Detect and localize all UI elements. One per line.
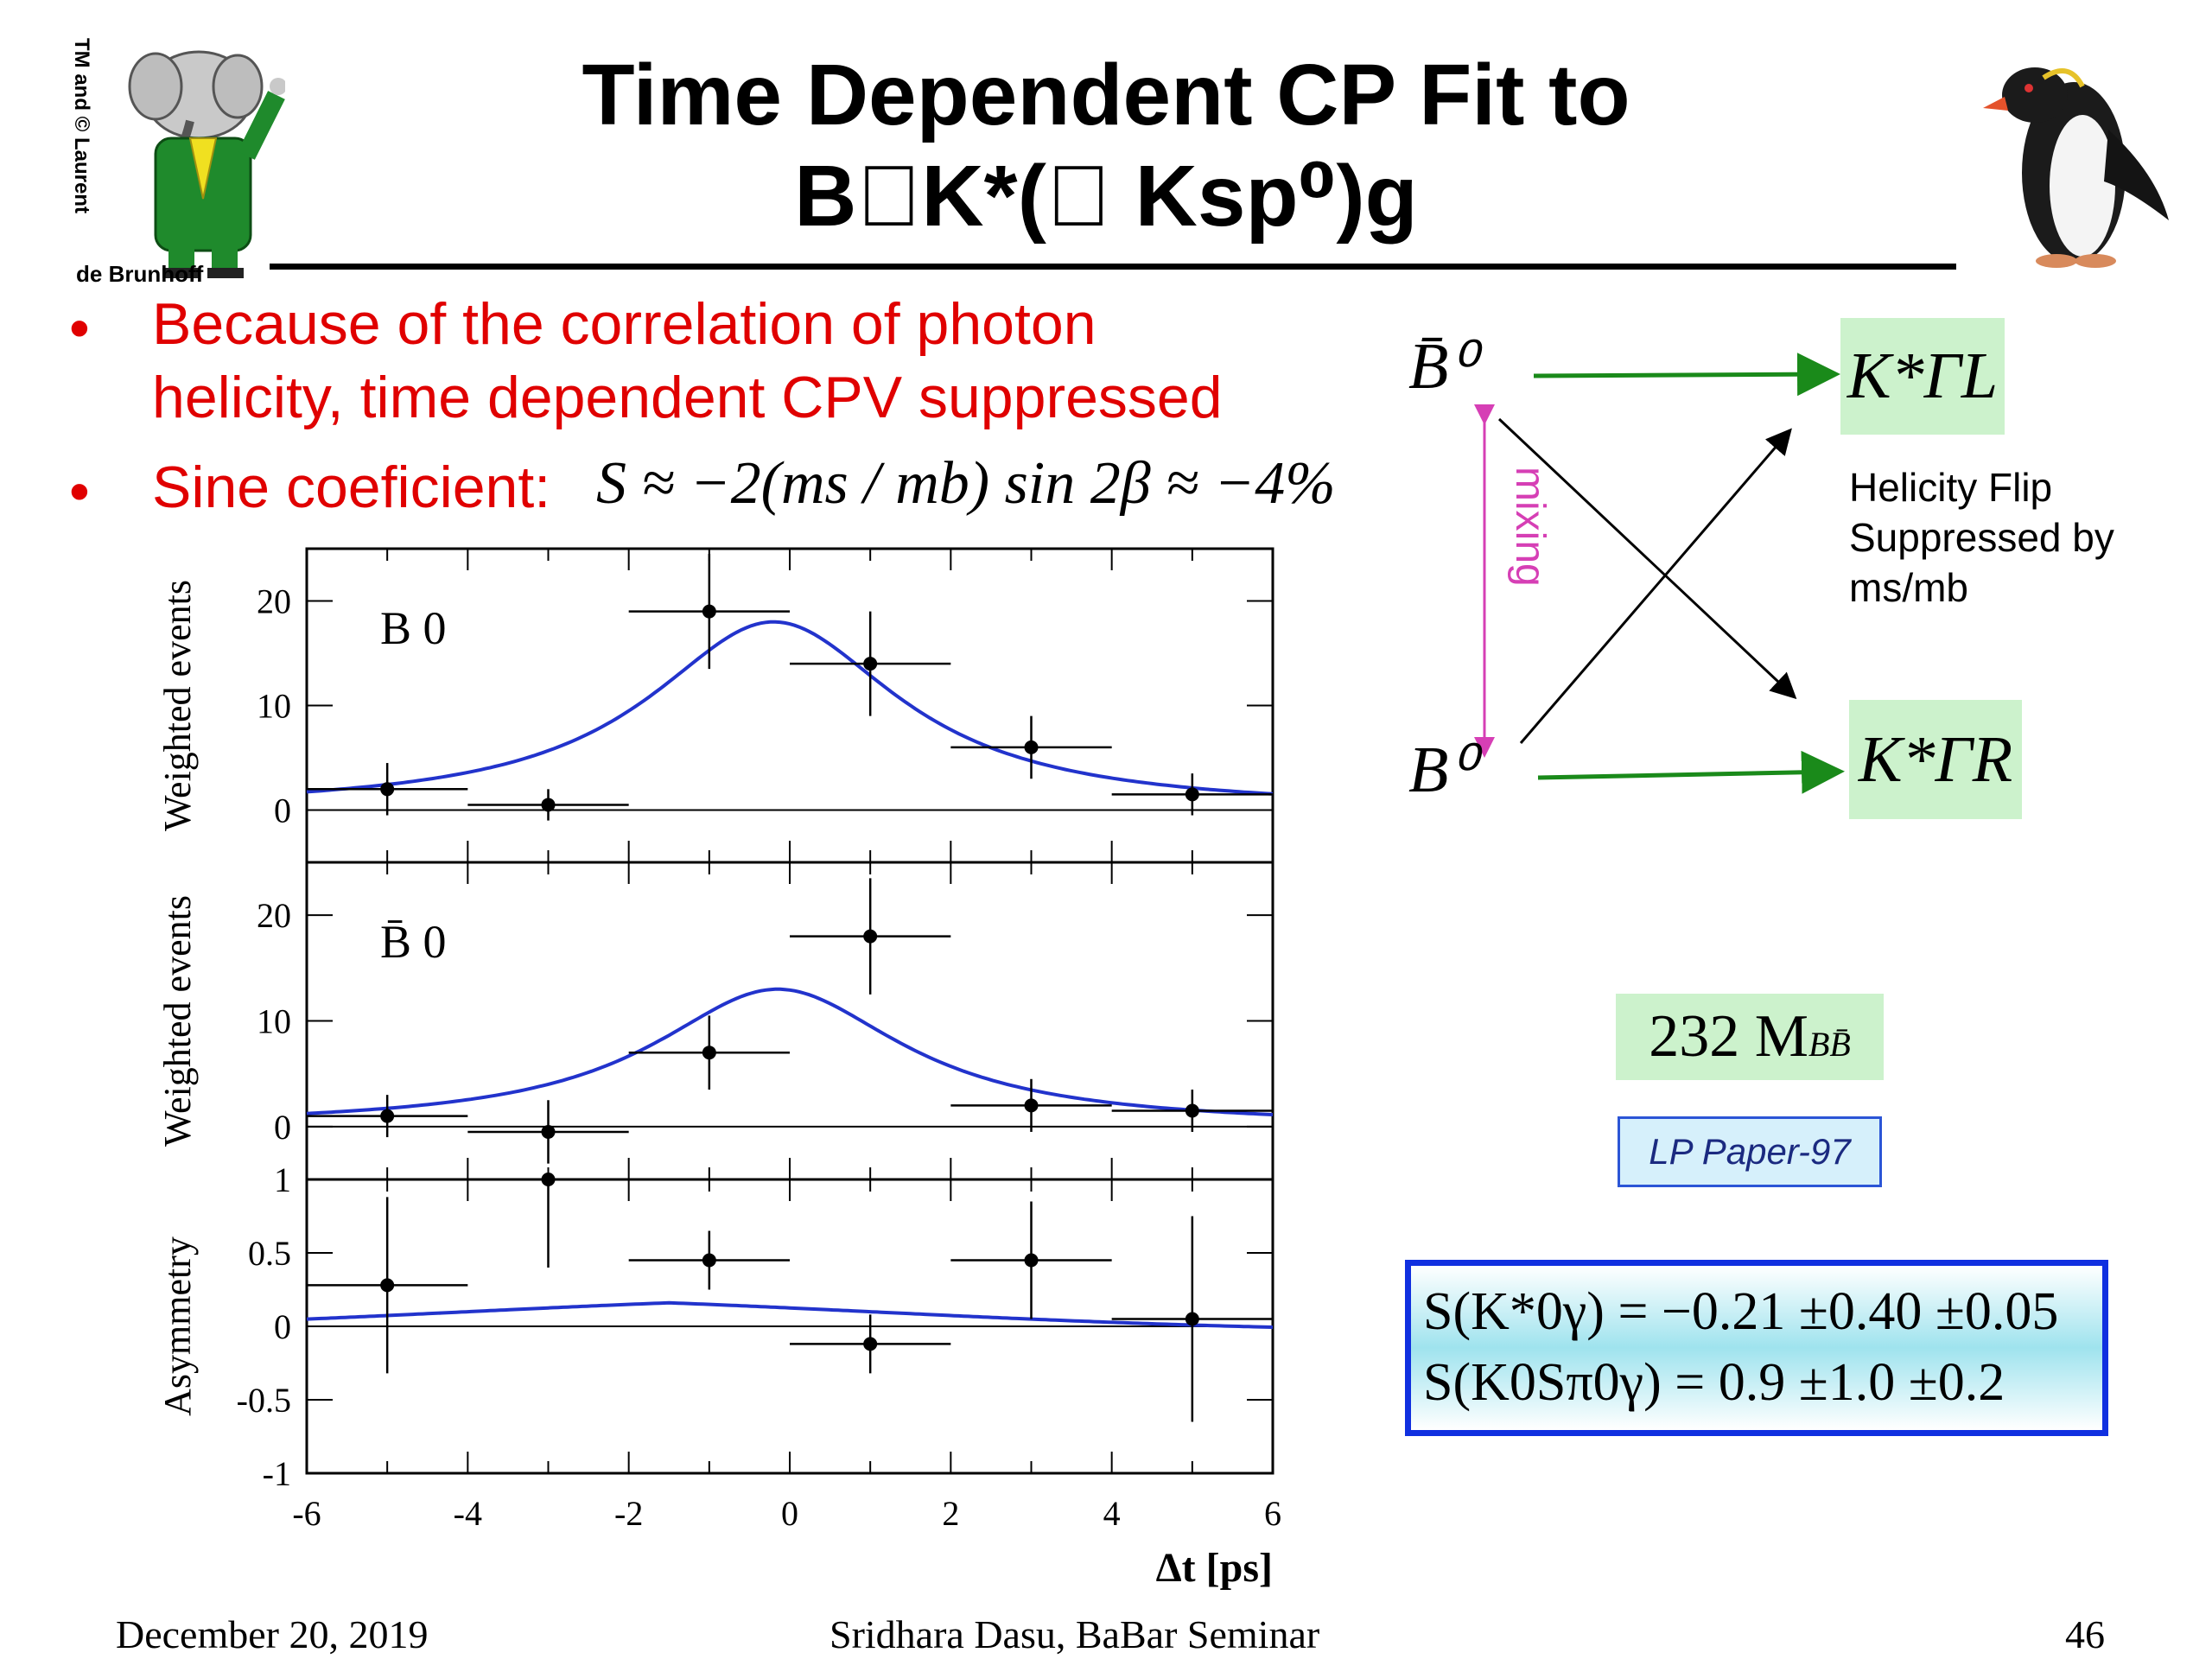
sine-coefficient-formula: S ≈ −2(ms / mb) sin 2β ≈ −4% bbox=[596, 450, 1336, 517]
data-point bbox=[1185, 1103, 1199, 1118]
data-point bbox=[863, 929, 878, 944]
y-tick-label: 10 bbox=[257, 1002, 291, 1041]
y-axis-label: Asymmetry bbox=[156, 1236, 199, 1416]
data-point bbox=[380, 1278, 395, 1293]
fit-curve-asymmetry bbox=[306, 1300, 1274, 1329]
logo-caption-bottom: de Brunhoff bbox=[76, 261, 204, 287]
kstar-gamma-right: K*ΓR bbox=[1858, 723, 2013, 796]
kstar-gamma-left-box: K*ΓL bbox=[1840, 318, 2005, 435]
panel-label-B0: B 0 bbox=[380, 602, 447, 654]
result-line-2: S(K0Sπ0γ) = 0.9 ±1.0 ±0.2 bbox=[1423, 1353, 2005, 1412]
data-point bbox=[541, 1173, 556, 1186]
y-tick-label: 0.5 bbox=[248, 1234, 291, 1273]
footer-page-number: 46 bbox=[2065, 1612, 2105, 1656]
plot-frame-B0bar bbox=[305, 861, 1274, 1181]
cross-arrow-up bbox=[1519, 428, 1792, 744]
title-divider bbox=[270, 264, 1956, 270]
helicity-mixing-diagram bbox=[1474, 353, 1845, 794]
x-tick-label: -4 bbox=[454, 1494, 482, 1533]
data-point bbox=[541, 798, 556, 812]
x-tick-label: 0 bbox=[781, 1494, 798, 1533]
slide-title-line1: Time Dependent CP Fit to bbox=[582, 47, 1630, 143]
babar-logo bbox=[60, 26, 287, 285]
cross-arrow-down bbox=[1497, 417, 1797, 700]
luminosity-subscript: BB̄ bbox=[1808, 1025, 1851, 1064]
y-axis-label: Weighted events bbox=[156, 580, 199, 831]
x-axis-label: Δt [ps] bbox=[1156, 1545, 1273, 1591]
bbar0-label: B̄⁰ bbox=[1408, 330, 1475, 403]
data-point bbox=[702, 604, 716, 619]
bullet-marker-2: • bbox=[69, 459, 90, 524]
paper-reference: LP Paper-97 bbox=[1618, 1116, 1882, 1187]
y-tick-label: 20 bbox=[257, 896, 291, 935]
b0-label: B⁰ bbox=[1408, 734, 1475, 806]
helicity-note-line1: Helicity Flip bbox=[1849, 465, 2053, 510]
y-tick-label: 10 bbox=[257, 687, 291, 726]
bullet-marker-1: • bbox=[69, 296, 90, 361]
data-point bbox=[380, 782, 395, 797]
footer-author: Sridhara Dasu, BaBar Seminar bbox=[830, 1612, 1320, 1656]
data-point bbox=[702, 1046, 716, 1060]
data-point bbox=[1024, 1098, 1039, 1113]
data-point bbox=[863, 657, 878, 671]
y-tick-label: 0 bbox=[274, 791, 291, 830]
data-point bbox=[1185, 787, 1199, 802]
luminosity-value: 232 M bbox=[1649, 1003, 1808, 1070]
footer-date: December 20, 2019 bbox=[116, 1612, 429, 1656]
bullet-1-line1: Because of the correlation of photon bbox=[152, 291, 1096, 357]
data-point bbox=[863, 1337, 878, 1351]
y-tick-label: -1 bbox=[263, 1454, 291, 1493]
y-tick-label: 20 bbox=[257, 582, 291, 621]
data-point bbox=[702, 1253, 716, 1268]
penguin-image bbox=[1953, 35, 2177, 276]
green-arrow-bottom bbox=[1537, 750, 1845, 794]
x-tick-label: -2 bbox=[614, 1494, 643, 1533]
y-axis-label: Weighted events bbox=[156, 895, 199, 1147]
data-point bbox=[1185, 1312, 1199, 1326]
helicity-note: Helicity Flip Suppressed by ms/mb bbox=[1849, 462, 2114, 613]
kstar-gamma-left: K*ΓL bbox=[1847, 340, 1999, 412]
data-point bbox=[541, 1124, 556, 1139]
data-point bbox=[1024, 1253, 1039, 1268]
x-tick-label: 4 bbox=[1103, 1494, 1121, 1533]
x-tick-label: 6 bbox=[1264, 1494, 1281, 1533]
fit-curve-B0bar bbox=[306, 987, 1274, 1116]
y-tick-label: 1 bbox=[274, 1160, 291, 1199]
green-arrow-top bbox=[1533, 353, 1840, 397]
x-tick-label: -6 bbox=[292, 1494, 321, 1533]
y-tick-label: -0.5 bbox=[237, 1381, 291, 1420]
bullet-1-line2: helicity, time dependent CPV suppressed bbox=[152, 365, 1223, 430]
panel-label-B0bar: B̄ 0 bbox=[380, 916, 447, 968]
slide-title-line2: B K*(  Ksp⁰)g bbox=[794, 148, 1418, 245]
helicity-note-line3: ms/mb bbox=[1849, 565, 1968, 610]
paper-reference-text: LP Paper-97 bbox=[1649, 1131, 1851, 1172]
bullet-2-label: Sine coeficient: bbox=[152, 454, 551, 520]
y-tick-label: 0 bbox=[274, 1108, 291, 1147]
luminosity-box: 232 MBB̄ bbox=[1616, 994, 1884, 1080]
data-point bbox=[1024, 740, 1039, 754]
helicity-note-line2: Suppressed by bbox=[1849, 515, 2114, 560]
fit-curve-B0 bbox=[306, 620, 1274, 796]
kstar-gamma-right-box: K*ΓR bbox=[1849, 700, 2022, 819]
y-tick-label: 0 bbox=[274, 1307, 291, 1346]
mixing-label: mixing bbox=[1507, 467, 1553, 587]
result-line-1: S(K*0γ) = −0.21 ±0.40 ±0.05 bbox=[1423, 1282, 2059, 1341]
x-tick-label: 2 bbox=[942, 1494, 959, 1533]
data-point bbox=[380, 1109, 395, 1123]
results-box: S(K*0γ) = −0.21 ±0.40 ±0.05 S(K0Sπ0γ) = … bbox=[1405, 1260, 2108, 1436]
plot-frame-B0 bbox=[305, 547, 1274, 864]
